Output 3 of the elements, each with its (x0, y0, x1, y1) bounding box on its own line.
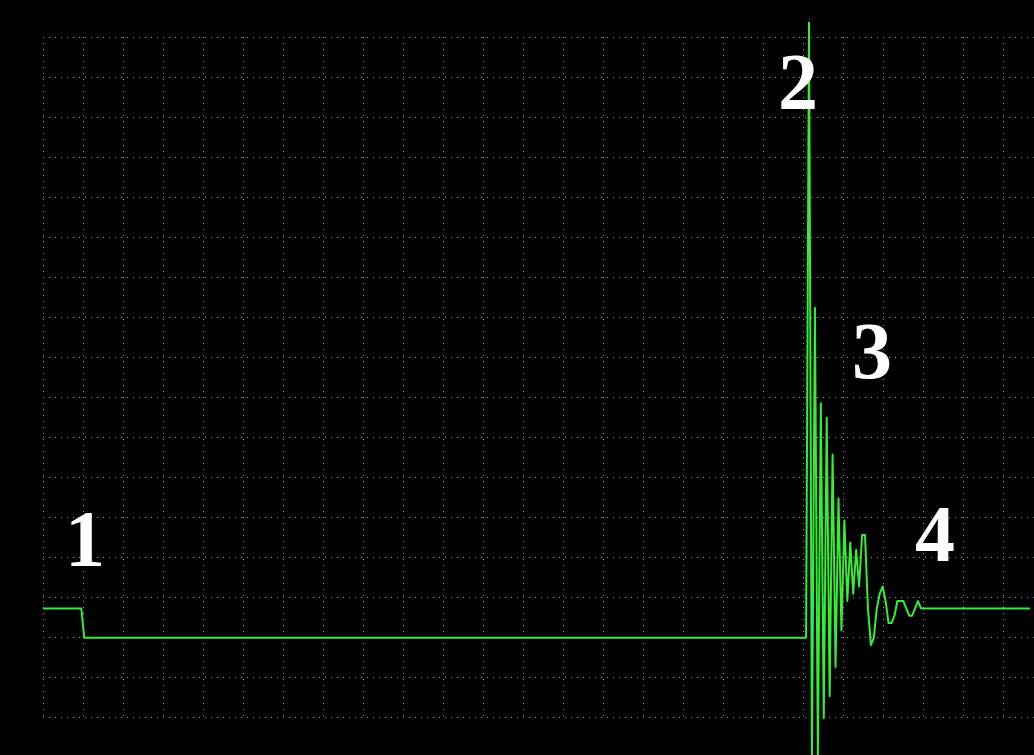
annotation: 1 (65, 494, 105, 583)
annotation: 3 (852, 306, 892, 395)
annotation: 4 (915, 489, 955, 578)
